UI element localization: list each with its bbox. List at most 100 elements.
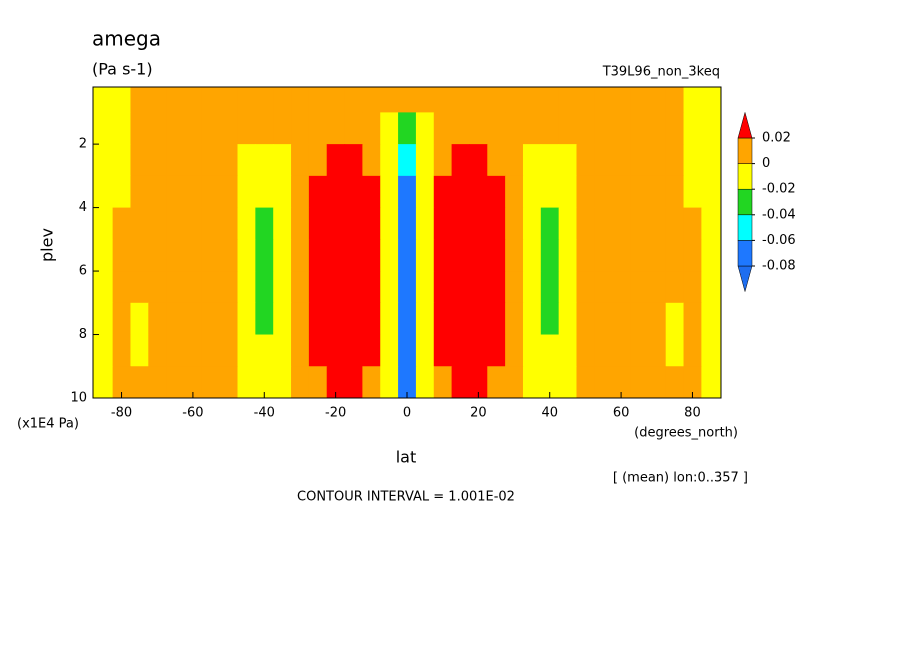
contour-cell	[183, 302, 203, 336]
contour-cell	[93, 366, 114, 399]
contour-cell	[362, 334, 381, 367]
contour-cell	[451, 271, 470, 304]
contour-cell	[433, 207, 453, 240]
contour-cell	[166, 87, 185, 113]
contour-cell	[451, 207, 470, 240]
contour-cell	[255, 112, 274, 145]
contour-cell	[647, 271, 667, 304]
contour-cell	[683, 112, 702, 145]
footer: CONTOUR INTERVAL = 1.001E-02	[297, 490, 515, 505]
contour-cell	[237, 239, 256, 272]
x-tick-label: 0	[403, 406, 411, 421]
contour-cell	[469, 207, 488, 240]
contour-cell	[362, 175, 381, 209]
contour-cell	[683, 207, 702, 240]
contour-cell	[469, 271, 488, 304]
contour-cell	[183, 334, 203, 367]
contour-cell	[540, 175, 560, 209]
contour-cell	[540, 271, 560, 304]
contour-cell	[647, 207, 667, 240]
contour-cell	[326, 334, 346, 367]
contour-cell	[522, 175, 542, 209]
contour-cell	[219, 207, 239, 240]
contour-cell	[505, 112, 524, 145]
contour-cell	[112, 175, 131, 209]
contour-cell	[273, 207, 292, 240]
contour-cell	[130, 239, 149, 272]
contour-cell	[522, 207, 542, 240]
chart-subtitle: (Pa s-1)	[92, 60, 153, 79]
contour-cell	[433, 87, 453, 113]
contour-cell	[469, 175, 488, 209]
x-tick-label: -20	[325, 406, 346, 421]
contour-cell	[93, 112, 114, 145]
contour-cell	[398, 334, 417, 367]
contour-cell	[558, 144, 577, 177]
contour-cell	[701, 207, 722, 240]
contour-cell	[630, 87, 649, 113]
contour-cell	[469, 144, 488, 177]
contour-cell	[148, 112, 167, 145]
contour-cell	[273, 271, 292, 304]
contour-cell	[291, 366, 310, 399]
contour-cell	[594, 207, 613, 240]
contour-cell	[273, 366, 292, 399]
contour-cell	[433, 302, 453, 336]
contour-cell	[630, 112, 649, 145]
contour-cell	[219, 334, 239, 367]
contour-cell	[93, 334, 114, 367]
contour-cell	[183, 366, 203, 399]
contour-cell	[612, 112, 631, 145]
contour-cell	[380, 239, 399, 272]
contour-cell	[291, 87, 310, 113]
contour-cell	[398, 87, 417, 113]
contour-cell	[522, 302, 542, 336]
contour-cell	[415, 334, 435, 367]
contour-cell	[362, 87, 381, 113]
contour-cell	[612, 302, 631, 336]
contour-cell	[201, 334, 221, 367]
note: [ (mean) lon:0..357 ]	[613, 471, 748, 486]
contour-cell	[273, 112, 292, 145]
contour-cell	[344, 271, 363, 304]
contour-cell	[93, 87, 114, 113]
contour-cell	[558, 175, 577, 209]
contour-cell	[255, 239, 274, 272]
contour-cell	[291, 334, 310, 367]
contour-cell	[362, 271, 381, 304]
contour-cell	[291, 302, 310, 336]
contour-cell	[487, 87, 506, 113]
colorbar-label: -0.02	[762, 182, 796, 197]
contour-cell	[255, 87, 274, 113]
contour-cell	[594, 175, 613, 209]
contour-cell	[344, 207, 363, 240]
contour-cell	[183, 87, 203, 113]
contour-cell	[433, 334, 453, 367]
contour-cell	[183, 175, 203, 209]
contour-cell	[505, 144, 524, 177]
contour-cell	[433, 112, 453, 145]
contour-cell	[522, 366, 542, 399]
contour-cell	[183, 239, 203, 272]
contour-cell	[433, 239, 453, 272]
contour-cell	[308, 302, 328, 336]
y-tick-label: 10	[70, 391, 87, 406]
contour-cell	[576, 334, 595, 367]
contour-cell	[380, 334, 399, 367]
contour-cell	[576, 239, 595, 272]
contour-cell	[398, 302, 417, 336]
contour-cell	[398, 239, 417, 272]
contour-cell	[219, 302, 239, 336]
contour-cell	[540, 302, 560, 336]
contour-cell	[112, 366, 131, 399]
contour-cell	[540, 334, 560, 367]
contour-cell	[273, 144, 292, 177]
x-units: (degrees_north)	[634, 426, 738, 441]
contour-cell	[148, 334, 167, 367]
contour-cell	[362, 207, 381, 240]
contour-cell	[540, 366, 560, 399]
contour-cell	[130, 112, 149, 145]
contour-cell	[183, 112, 203, 145]
contour-cell	[487, 334, 506, 367]
contour-cell	[93, 144, 114, 177]
